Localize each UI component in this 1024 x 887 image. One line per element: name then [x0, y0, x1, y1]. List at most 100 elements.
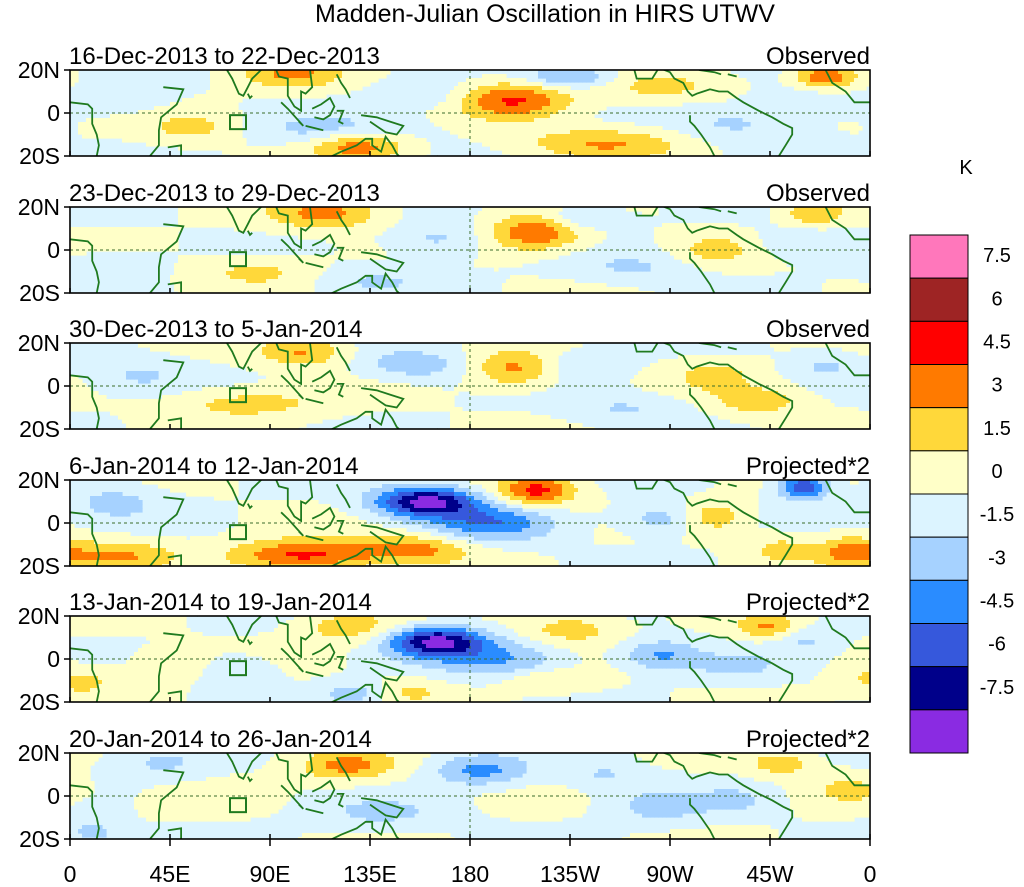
field-cell [778, 267, 783, 272]
field-cell [682, 86, 687, 91]
field-cell [754, 359, 759, 364]
field-cell [154, 227, 159, 232]
field-cell [854, 207, 859, 212]
field-cell [302, 271, 307, 276]
field-cell [794, 223, 799, 228]
field-cell [638, 82, 643, 87]
field-cell [730, 227, 735, 232]
field-cell [186, 110, 191, 115]
field-cell [130, 239, 135, 244]
field-cell [674, 74, 679, 79]
field-cell [270, 267, 275, 272]
field-cell [654, 94, 659, 99]
field-cell [734, 90, 739, 95]
field-cell [294, 351, 299, 356]
field-cell [150, 235, 155, 240]
field-cell [182, 207, 187, 212]
field-cell [850, 279, 855, 284]
field-cell [490, 355, 495, 360]
field-cell [326, 227, 331, 232]
field-cell [270, 146, 275, 151]
field-cell [858, 291, 863, 293]
field-cell [646, 134, 651, 139]
field-cell [342, 251, 347, 256]
field-cell [586, 70, 591, 75]
field-cell [398, 215, 403, 220]
field-cell [238, 271, 243, 276]
field-cell [462, 82, 467, 87]
field-cell [846, 219, 851, 224]
field-cell [346, 82, 351, 87]
field-cell [166, 114, 171, 119]
field-cell [862, 287, 867, 292]
field-cell [562, 90, 567, 95]
field-cell [218, 219, 223, 224]
field-cell [734, 231, 739, 236]
field-cell [466, 355, 471, 360]
field-cell [538, 343, 543, 348]
field-cell [838, 283, 843, 288]
field-cell [278, 279, 283, 284]
field-cell [378, 255, 383, 260]
field-cell [570, 138, 575, 143]
field-cell [306, 126, 311, 131]
field-cell [230, 207, 235, 212]
field-cell [782, 74, 787, 79]
field-cell [786, 215, 791, 220]
field-cell [670, 146, 675, 151]
field-cell [710, 231, 715, 236]
field-cell [302, 275, 307, 280]
field-cell [718, 94, 723, 99]
field-cell [666, 154, 671, 156]
field-cell [582, 138, 587, 143]
field-cell [710, 154, 715, 156]
field-cell [654, 146, 659, 151]
field-cell [194, 255, 199, 260]
field-cell [310, 146, 315, 151]
field-cell [362, 146, 367, 151]
field-cell [498, 235, 503, 240]
field-cell [138, 130, 143, 135]
field-cell [854, 82, 859, 87]
field-cell [518, 279, 523, 284]
field-cell [342, 211, 347, 216]
field-cell [646, 207, 651, 212]
field-cell [190, 134, 195, 139]
field-cell [138, 227, 143, 232]
field-cell [246, 283, 251, 288]
field-cell [222, 102, 227, 107]
field-cell [558, 347, 563, 352]
field-cell [562, 219, 567, 224]
field-cell [626, 267, 631, 272]
field-cell [710, 78, 715, 83]
field-cell [738, 363, 743, 368]
field-cell [194, 94, 199, 99]
field-cell [658, 243, 663, 248]
field-cell [610, 82, 615, 87]
field-cell [342, 347, 347, 352]
field-cell [230, 114, 235, 119]
field-cell [190, 279, 195, 284]
field-cell [498, 363, 503, 368]
field-cell [806, 223, 811, 228]
field-cell [166, 243, 171, 248]
field-cell [518, 126, 523, 131]
field-cell [510, 279, 515, 284]
field-cell [250, 227, 255, 232]
field-cell [522, 227, 527, 232]
field-cell [90, 227, 95, 232]
field-cell [798, 211, 803, 216]
field-cell [498, 146, 503, 151]
field-cell [246, 267, 251, 272]
field-cell [542, 114, 547, 119]
field-cell [226, 359, 231, 364]
field-cell [586, 118, 591, 123]
field-cell [358, 138, 363, 143]
field-cell [626, 263, 631, 268]
field-cell [674, 359, 679, 364]
field-cell [830, 78, 835, 83]
field-cell [722, 263, 727, 268]
field-cell [538, 138, 543, 143]
field-cell [478, 126, 483, 131]
field-cell [494, 363, 499, 368]
